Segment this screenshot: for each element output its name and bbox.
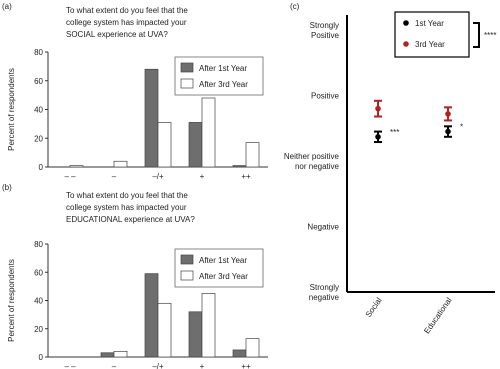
legend-label: After 3rd Year: [199, 80, 248, 89]
point: [445, 128, 451, 135]
chart-title: To what extent do you feel that the: [66, 6, 188, 15]
x-tick-label: Educational: [422, 296, 453, 336]
legend-box: [394, 11, 470, 58]
x-tick-label: – –: [64, 172, 76, 181]
y-tick-label: 0: [39, 163, 44, 172]
y-tick-label: 80: [34, 240, 43, 249]
y-tick-label: Strongly: [310, 21, 339, 30]
chart-title: EDUCATIONAL experience at UVA?: [66, 215, 195, 224]
x-tick-label: Social: [364, 296, 384, 319]
y-tick-label: Strongly: [310, 283, 339, 292]
bar: [100, 352, 115, 358]
bar: [113, 160, 128, 168]
legend-swatch: [180, 62, 194, 73]
y-axis-label: Percent of respondents: [7, 259, 16, 342]
x-tick-label: – –: [64, 362, 76, 369]
y-tick-label: Negative: [307, 223, 339, 232]
bar: [232, 165, 247, 168]
y-tick-label: Positive: [311, 31, 340, 40]
bar: [245, 142, 260, 168]
y-tick-label: 40: [34, 106, 43, 115]
legend-marker: [403, 20, 409, 26]
bar: [245, 338, 260, 358]
legend-marker: [403, 41, 409, 47]
annotation: *: [460, 123, 463, 132]
legend-swatch: [180, 78, 194, 89]
point: [375, 134, 381, 140]
point: [445, 111, 451, 117]
y-tick-label: 0: [39, 353, 44, 362]
bar: [201, 293, 216, 358]
point: [375, 105, 381, 112]
chart-title: college system has impacted your: [66, 18, 187, 27]
legend-swatch: [180, 270, 194, 281]
bar: [188, 311, 203, 358]
y-tick-label: 60: [34, 268, 43, 277]
legend-label: After 1st Year: [199, 64, 247, 73]
x-tick-label: +: [200, 362, 205, 369]
y-axis-label: Percent of respondents: [7, 68, 16, 151]
legend-label: After 3rd Year: [199, 272, 248, 281]
bar: [157, 122, 172, 168]
x-tick-label: –/+: [152, 362, 164, 369]
legend-label: 1st Year: [415, 19, 444, 28]
bar: [201, 97, 216, 168]
bar: [157, 302, 172, 358]
chart-title: college system has impacted your: [66, 203, 187, 212]
y-tick-label: Positive: [311, 92, 340, 101]
y-tick-label: Neither positive: [284, 152, 340, 161]
x-tick-label: ++: [241, 172, 251, 181]
legend-box: [174, 248, 264, 288]
y-tick-label: negative: [309, 293, 340, 302]
legend-label: 3rd Year: [415, 40, 445, 49]
bar: [113, 351, 128, 358]
legend-annotation: ****: [484, 31, 496, 40]
legend-label: After 1st Year: [199, 256, 247, 265]
y-tick-label: 40: [34, 297, 43, 306]
x-tick-label: –: [112, 172, 117, 181]
x-tick-label: –/+: [152, 172, 164, 181]
bar: [144, 68, 159, 168]
annotation: ***: [390, 128, 399, 137]
y-tick-label: 80: [34, 48, 43, 57]
legend-box: [174, 56, 264, 96]
chart-title: To what extent do you feel that the: [66, 191, 188, 200]
bar: [69, 165, 84, 168]
x-tick-label: +: [200, 172, 205, 181]
y-tick-label: nor negative: [295, 162, 340, 171]
chart-title: SOCIAL experience at UVA?: [66, 30, 168, 39]
y-tick-label: 60: [34, 77, 43, 86]
panel-label: (a): [2, 2, 12, 11]
x-tick-label: ++: [241, 362, 251, 369]
panel-label: (c): [290, 2, 300, 11]
bar: [232, 349, 247, 358]
panel-label: (b): [2, 183, 12, 192]
legend-swatch: [180, 254, 194, 265]
bar: [144, 273, 159, 358]
y-tick-label: 20: [34, 134, 43, 143]
y-tick-label: 20: [34, 325, 43, 334]
legend-bracket: [473, 22, 480, 48]
x-tick-label: –: [112, 362, 117, 369]
bar: [188, 122, 203, 168]
